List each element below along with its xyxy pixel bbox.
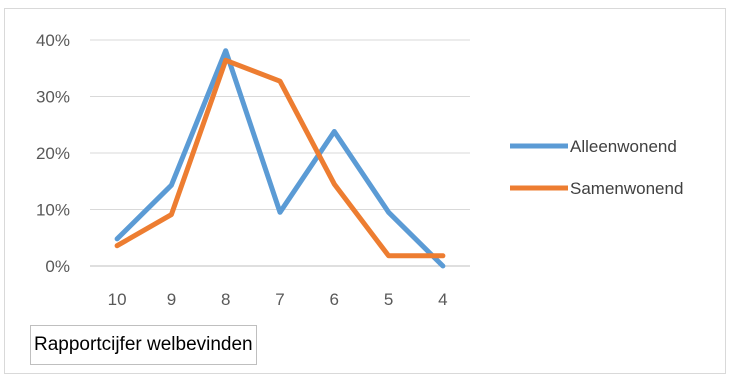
y-tick-label: 40% bbox=[36, 31, 70, 50]
x-tick-label: 8 bbox=[221, 290, 230, 309]
x-tick-label: 5 bbox=[384, 290, 393, 309]
x-axis-title: Rapportcijfer welbevinden bbox=[30, 325, 257, 365]
x-axis-ticks: 10 9 8 7 6 5 4 bbox=[108, 290, 448, 309]
gridlines bbox=[90, 39, 470, 267]
y-tick-label: 30% bbox=[36, 88, 70, 107]
x-tick-label: 4 bbox=[438, 290, 447, 309]
x-tick-label: 6 bbox=[330, 290, 339, 309]
legend: Alleenwonend Samenwonend bbox=[510, 137, 683, 198]
x-tick-label: 7 bbox=[275, 290, 284, 309]
x-tick-label: 10 bbox=[108, 290, 127, 309]
y-tick-label: 0% bbox=[45, 257, 70, 276]
x-tick-label: 9 bbox=[167, 290, 176, 309]
legend-label: Samenwonend bbox=[570, 179, 683, 198]
y-axis-ticks: 0% 10% 20% 30% 40% bbox=[36, 31, 70, 276]
series-lines bbox=[114, 48, 446, 269]
legend-label: Alleenwonend bbox=[570, 137, 677, 156]
y-tick-label: 20% bbox=[36, 144, 70, 163]
series-line-samenwonend bbox=[114, 57, 446, 259]
chart-area bbox=[4, 8, 726, 374]
y-tick-label: 10% bbox=[36, 201, 70, 220]
